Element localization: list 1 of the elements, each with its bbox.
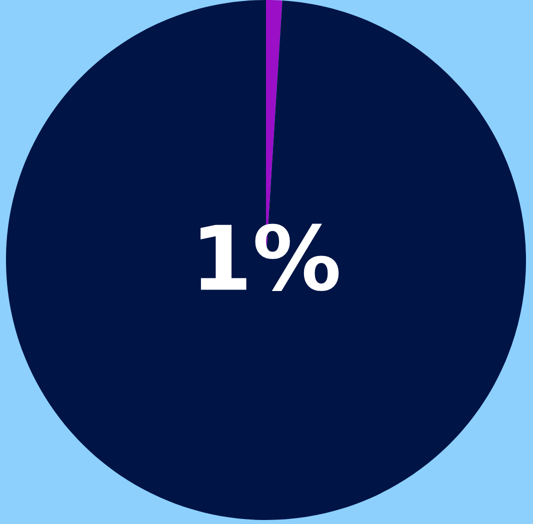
text: 1%: [200, 224, 339, 291]
